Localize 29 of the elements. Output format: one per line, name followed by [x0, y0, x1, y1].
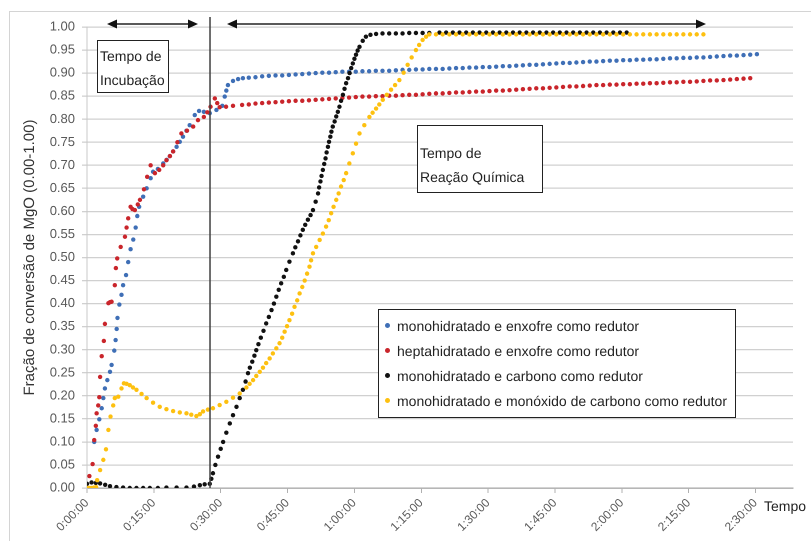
y-tick-label: 0.75	[50, 134, 75, 149]
y-tick-label: 0.70	[50, 156, 75, 172]
y-tick-label: 0.45	[50, 272, 75, 288]
x-axis-title: Tempo	[764, 498, 806, 514]
y-tick-label: 0.95	[50, 42, 75, 57]
y-tick-label: 0.10	[50, 433, 75, 448]
y-tick-label: 0.15	[50, 410, 75, 426]
y-tick-label: 0.30	[50, 341, 75, 356]
y-tick-label: 0.60	[50, 202, 75, 218]
y-tick-label: 0.20	[50, 387, 75, 402]
legend-label: monohidratado e enxofre como redutor	[397, 318, 640, 334]
annotation: Tempo de Incubação	[100, 46, 165, 90]
legend-label: monohidratado e monóxido de carbono como redutor	[397, 392, 727, 408]
y-tick-label: 1.00	[50, 18, 75, 34]
y-tick-label: 0.00	[50, 480, 75, 495]
y-tick-label: 0.25	[50, 364, 75, 380]
legend-label: monohidratado e carbono como redutor	[397, 368, 643, 384]
y-tick-label: 0.80	[50, 110, 75, 126]
y-tick-label: 0.55	[50, 226, 75, 242]
y-tick-label: 0.85	[50, 88, 75, 103]
y-tick-label: 0.90	[50, 64, 75, 80]
annotation: Tempo de Reação Química	[420, 144, 524, 187]
y-axis-title: Fração de conversão de MgO (0.00-1.00)	[21, 120, 38, 396]
y-tick-label: 0.05	[50, 456, 75, 472]
y-tick-label: 0.50	[50, 249, 75, 264]
y-tick-label: 0.40	[50, 295, 75, 310]
y-tick-label: 0.65	[50, 180, 75, 195]
y-tick-label: 0.35	[50, 318, 75, 334]
legend-label: heptahidratado e enxofre como redutor	[397, 342, 640, 358]
